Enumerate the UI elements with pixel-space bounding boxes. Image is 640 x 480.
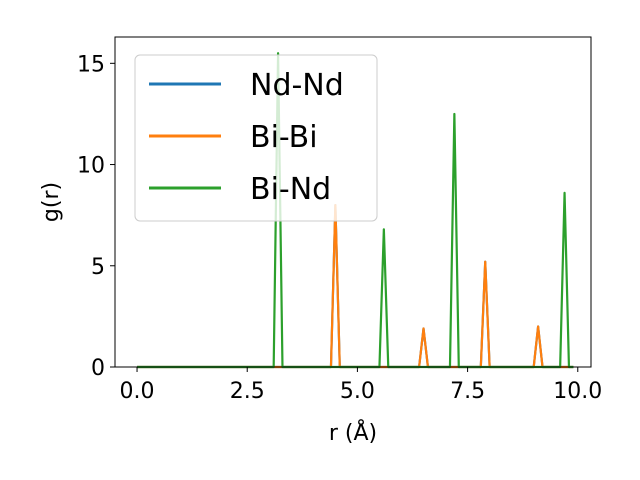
plot-frame [114, 36, 592, 368]
legend-box [134, 54, 378, 222]
y-tick-label: 5 [91, 255, 105, 280]
x-axis-label: r (Å) [329, 419, 377, 446]
x-tick-label: 10.0 [553, 379, 602, 404]
x-axis: 0.0 2.5 5.0 7.5 10.0 [120, 367, 602, 404]
x-tick-label: 2.5 [230, 379, 265, 404]
x-tick-label: 7.5 [450, 379, 485, 404]
legend-label: Bi-Nd [250, 172, 331, 207]
y-tick-label: 0 [91, 356, 105, 381]
legend: Nd-Nd Bi-Bi Bi-Nd [134, 54, 378, 222]
y-tick-label: 10 [77, 154, 105, 179]
y-axis-label: g(r) [39, 182, 64, 222]
y-axis: 0 5 10 15 [77, 52, 115, 381]
legend-label: Nd-Nd [250, 68, 344, 103]
x-tick-label: 5.0 [340, 379, 375, 404]
legend-label: Bi-Bi [250, 120, 318, 155]
x-tick-label: 0.0 [120, 379, 155, 404]
y-tick-label: 15 [77, 52, 105, 77]
